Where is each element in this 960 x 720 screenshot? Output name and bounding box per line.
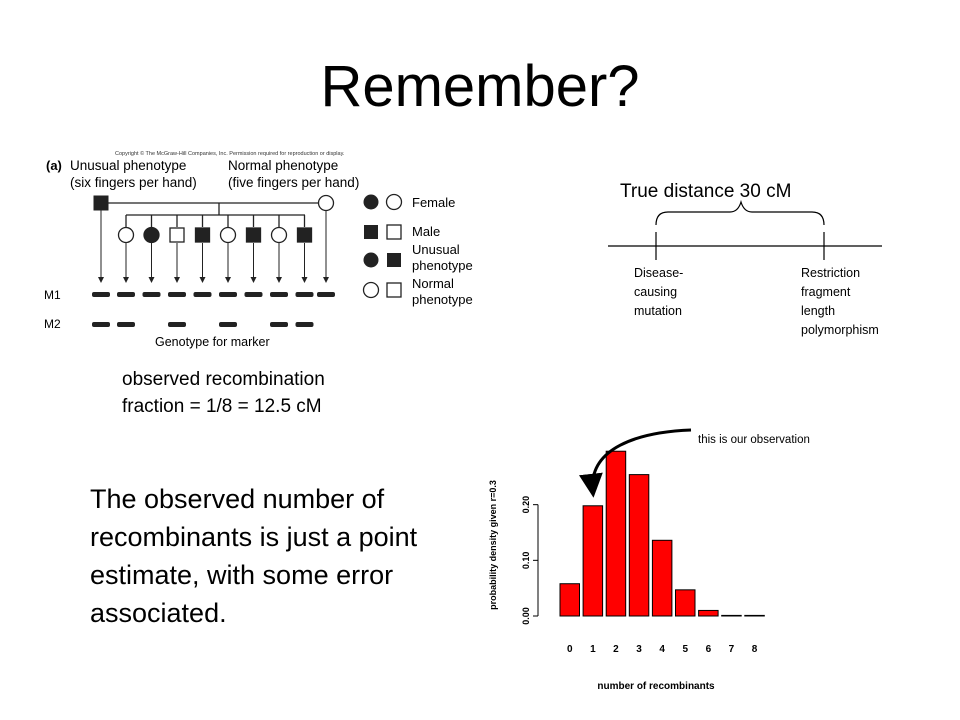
unusual-phenotype-sublabel: (six fingers per hand) xyxy=(70,175,197,190)
legend-male-filled-icon xyxy=(364,225,378,239)
chart-x-tick-label: 4 xyxy=(659,644,665,655)
marker-m2-label: M2 xyxy=(44,317,61,331)
chart-bar-1 xyxy=(582,505,604,617)
m2-dash xyxy=(117,322,135,327)
point-estimate-text: The observed number of recombinants is j… xyxy=(90,484,418,628)
observed-fraction-line-1: observed recombination xyxy=(122,369,325,390)
chart-y-tick-label: 0.20 xyxy=(521,496,531,514)
chart-x-tick-label: 5 xyxy=(682,644,688,655)
copyright-text: Copyright © The McGraw-Hill Companies, I… xyxy=(115,150,345,157)
chart-bar-3 xyxy=(628,474,650,617)
chart-x-axis-label: number of recombinants xyxy=(597,681,715,692)
left-locus-line-1: Disease- xyxy=(634,266,683,280)
chart-y-axis-label: probability density given r=0.3 xyxy=(488,480,498,610)
normal-phenotype-sublabel: (five fingers per hand) xyxy=(228,175,359,190)
chart-x-tick-label: 0 xyxy=(567,644,573,655)
legend-normal-label: Normal xyxy=(412,276,454,291)
m1-dash xyxy=(295,292,314,297)
pedigree-figure: Copyright © The McGraw-Hill Companies, I… xyxy=(44,150,473,349)
m1-dash-mother xyxy=(317,292,335,297)
m1-dash xyxy=(244,292,263,297)
distance-brace xyxy=(655,199,825,226)
observation-arrow xyxy=(578,428,692,498)
legend-normal-circle-icon xyxy=(362,281,380,299)
child-female-symbol xyxy=(270,226,288,244)
chart-bar-5 xyxy=(675,589,696,617)
m1-dash xyxy=(270,292,288,297)
child-male-symbol xyxy=(245,227,262,243)
legend-female-open-icon xyxy=(385,193,403,211)
m2-dash xyxy=(295,322,314,327)
normal-phenotype-label: Normal phenotype xyxy=(228,158,338,173)
chart-x-tick-label: 3 xyxy=(636,644,642,655)
children-row xyxy=(117,215,313,283)
right-locus-line-2: fragment xyxy=(801,285,851,299)
chart-y-tick-label: 0.10 xyxy=(521,552,531,570)
m2-dash xyxy=(270,322,288,327)
genotype-label: Genotype for marker xyxy=(155,335,270,349)
observed-fraction-text: observed recombination fraction = 1/8 = … xyxy=(122,366,325,420)
m1-dash xyxy=(117,292,135,297)
panel-label: (a) xyxy=(46,158,62,173)
m2-dash xyxy=(168,322,186,327)
right-locus-line-3: length xyxy=(801,304,835,318)
legend-unusual-square-icon xyxy=(387,253,401,267)
true-distance-label: True distance 30 cM xyxy=(620,181,791,202)
right-locus-line-4: polymorphism xyxy=(801,323,879,337)
slide-title: Remember? xyxy=(320,54,640,119)
recombinant-probability-chart: probability density given r=0.3 0.00 0.10… xyxy=(488,428,810,692)
m1-dash xyxy=(193,292,212,297)
chart-bars xyxy=(559,450,765,617)
legend-normal-square-icon xyxy=(386,282,402,298)
child-female-symbol xyxy=(117,226,135,244)
right-locus-line-1: Restriction xyxy=(801,266,860,280)
legend-female-filled-icon xyxy=(363,194,379,210)
child-female-symbol xyxy=(219,226,237,244)
m1-dash xyxy=(219,292,237,297)
mother-symbol xyxy=(317,194,335,212)
child-male-symbol xyxy=(296,227,313,243)
legend-unusual-circle-icon xyxy=(363,252,379,268)
m2-dash xyxy=(219,322,237,327)
chart-bar-6 xyxy=(698,609,719,617)
legend-normal-sublabel: phenotype xyxy=(412,292,473,307)
m2-dash-father xyxy=(92,322,110,327)
chart-x-tick-label: 6 xyxy=(706,644,712,655)
legend-male-open-icon xyxy=(386,224,402,240)
legend-female-label: Female xyxy=(412,195,455,210)
unusual-phenotype-label: Unusual phenotype xyxy=(70,158,186,173)
child-male-symbol xyxy=(194,227,211,243)
child-female-symbol xyxy=(143,226,160,244)
chart-bar-2 xyxy=(605,450,627,617)
chart-bar-4 xyxy=(651,539,673,617)
chart-y-axis: 0.00 0.10 0.20 xyxy=(521,496,539,625)
observation-annotation: this is our observation xyxy=(698,434,810,446)
m1-genotype-row xyxy=(92,292,335,297)
chart-x-tick-labels: 0 1 2 3 4 5 6 7 8 xyxy=(567,644,758,655)
genetic-map-diagram: True distance 30 cM Disease- causing mut… xyxy=(608,181,882,337)
chart-x-tick-label: 7 xyxy=(729,644,735,655)
chart-x-tick-label: 8 xyxy=(752,644,758,655)
father-symbol xyxy=(93,195,109,211)
legend-unusual-sublabel: phenotype xyxy=(412,258,473,273)
chart-x-tick-label: 1 xyxy=(590,644,596,655)
m1-dash xyxy=(142,292,161,297)
observed-fraction-line-2: fraction = 1/8 = 12.5 cM xyxy=(122,396,322,417)
chart-bar-8 xyxy=(744,614,765,617)
chart-y-tick-label: 0.00 xyxy=(521,607,531,625)
m2-genotype-row xyxy=(92,322,314,327)
m1-dash xyxy=(168,292,186,297)
m1-dash-father xyxy=(92,292,110,297)
left-locus-line-3: mutation xyxy=(634,304,682,318)
legend-male-label: Male xyxy=(412,224,440,239)
chart-x-tick-label: 2 xyxy=(613,644,619,655)
child-male-symbol xyxy=(169,227,185,243)
marker-m1-label: M1 xyxy=(44,288,61,302)
chart-bar-0 xyxy=(559,583,580,617)
left-locus-line-2: causing xyxy=(634,285,677,299)
chart-bar-7 xyxy=(721,614,742,617)
legend-unusual-label: Unusual xyxy=(412,242,460,257)
